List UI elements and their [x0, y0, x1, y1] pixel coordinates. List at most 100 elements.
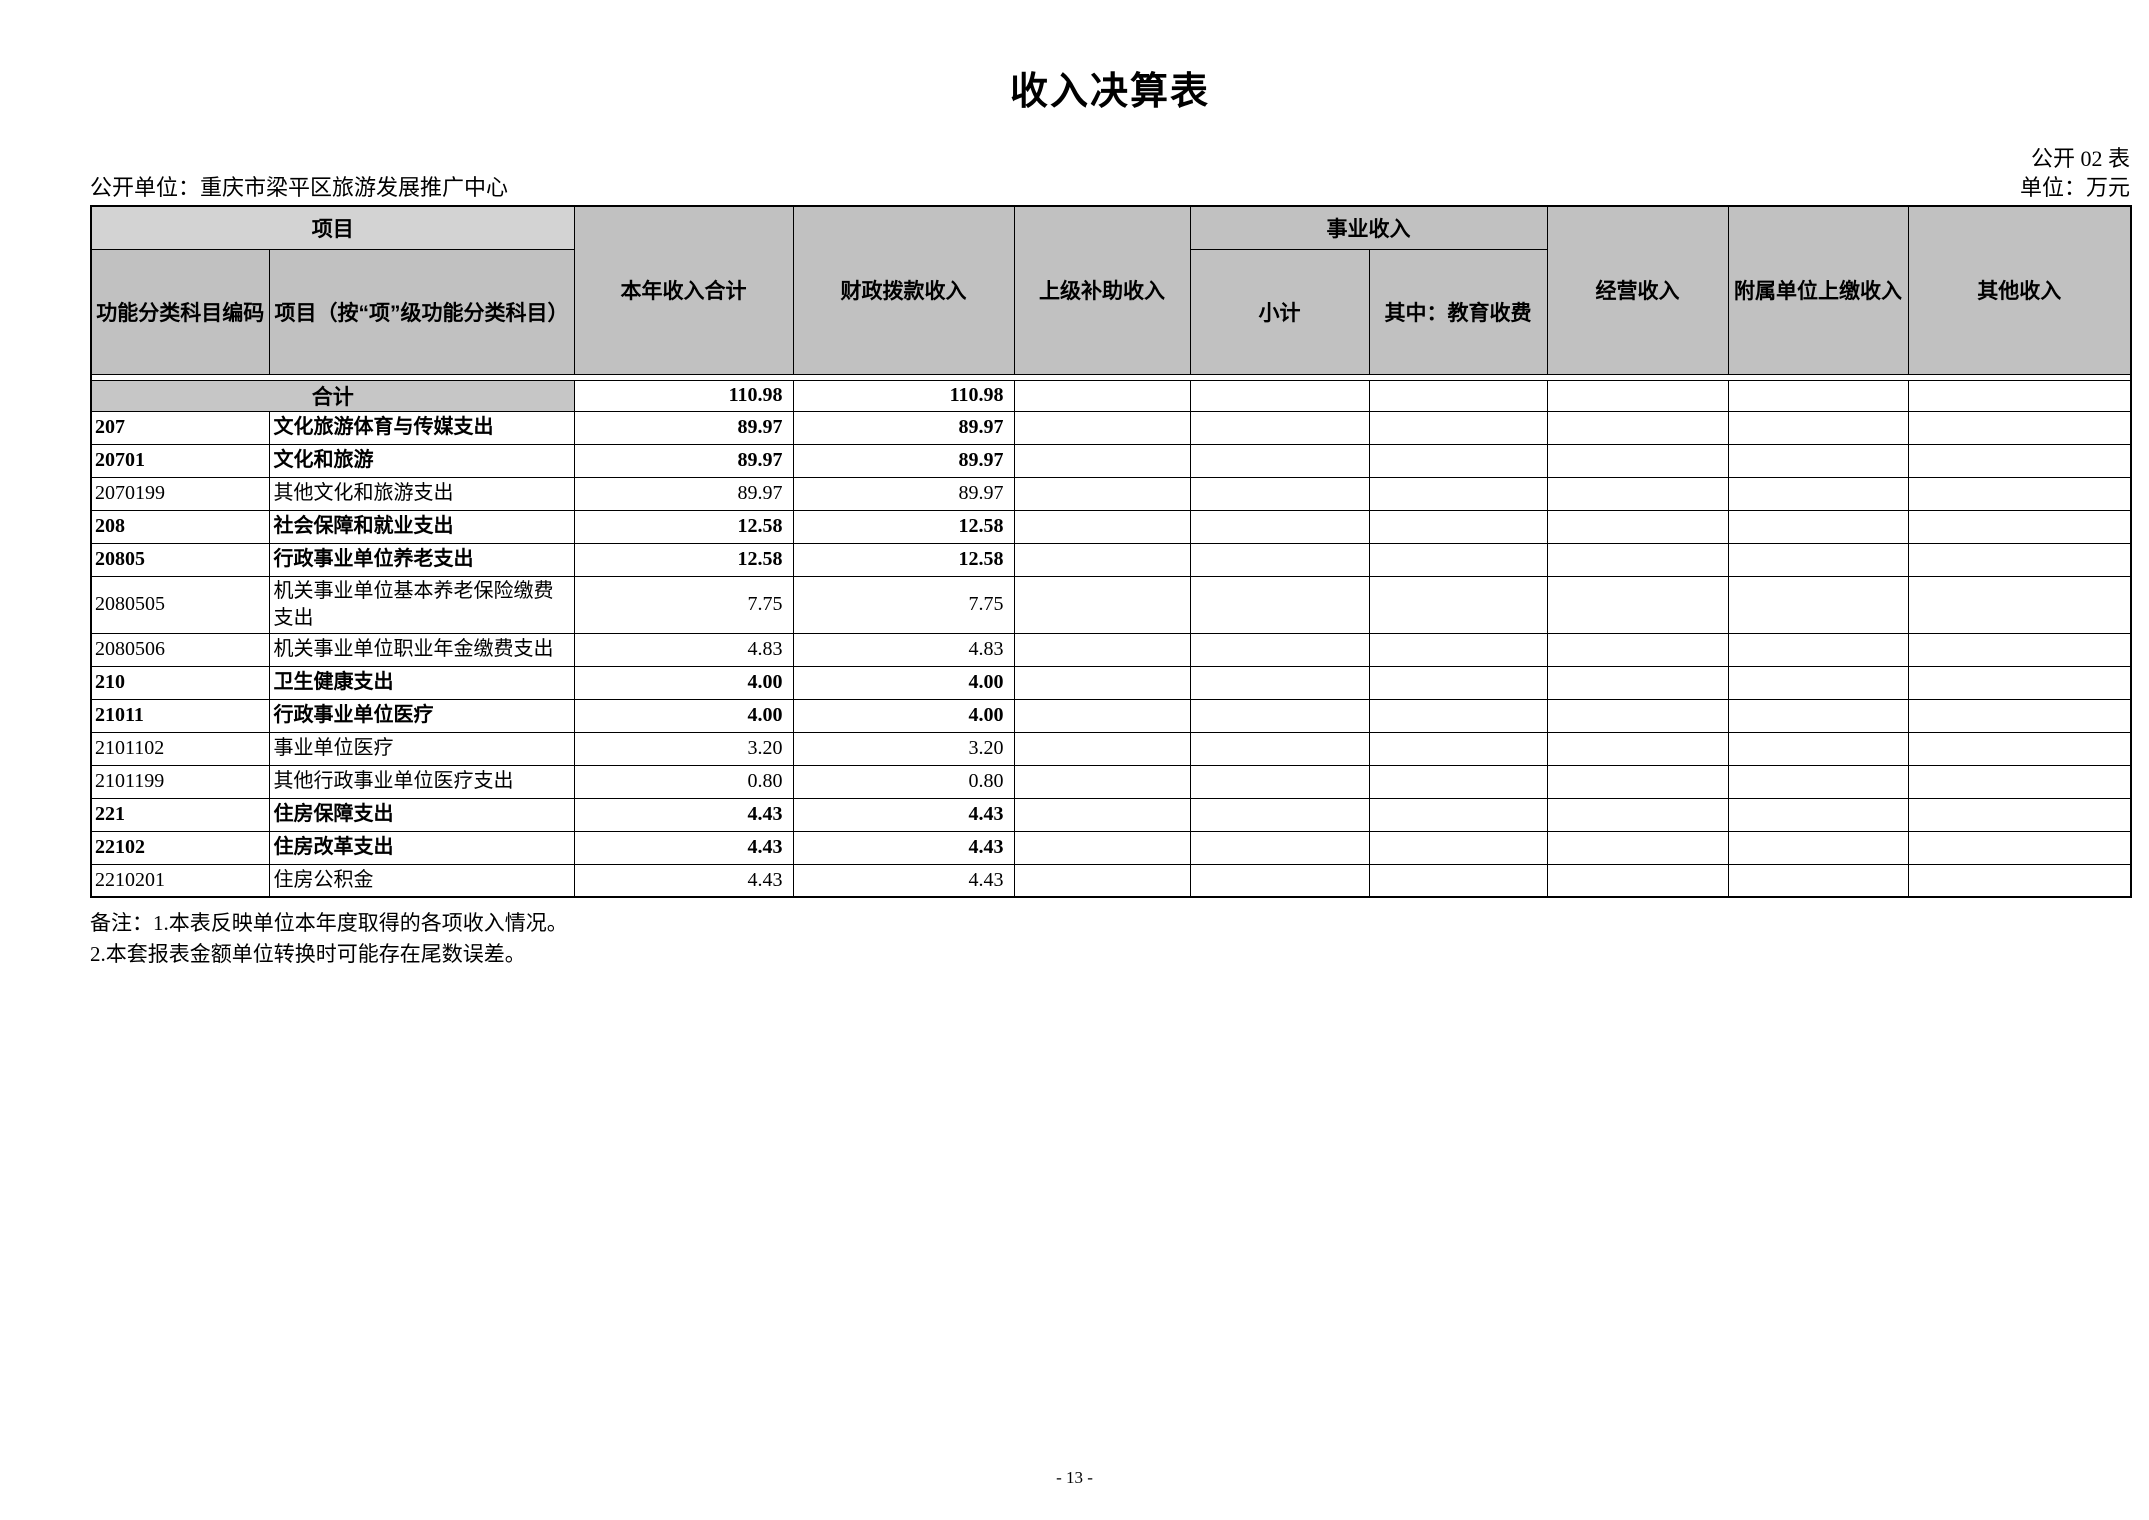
row-name: 机关事业单位基本养老保险缴费支出: [268, 575, 575, 634]
table-row: 20701 文化和旅游 89.97 89.97: [90, 443, 2132, 478]
row-value-year-total: 12.58: [573, 509, 794, 544]
row-code: 2101199: [90, 764, 270, 799]
row-name: 事业单位医疗: [268, 731, 575, 766]
header-business-group: 事业收入: [1189, 205, 1548, 250]
row-value-operating: [1546, 476, 1729, 511]
row-value-fiscal: 4.43: [792, 830, 1015, 865]
row-value-operating: [1546, 665, 1729, 700]
row-value-subtotal: [1189, 509, 1370, 544]
row-value-fiscal: 89.97: [792, 476, 1015, 511]
row-value-affiliated: [1727, 410, 1909, 445]
sheet-label: 公开 02 表: [2030, 146, 2130, 171]
meta-line: 公开单位：重庆市梁平区旅游发展推广中心 单位：万元: [90, 170, 2130, 202]
org-label: 公开单位：重庆市梁平区旅游发展推广中心: [90, 175, 509, 200]
page-title: 收入决算表: [1009, 71, 1210, 113]
total-value: [1907, 379, 2132, 412]
row-name: 其他行政事业单位医疗支出: [268, 764, 575, 799]
row-code: 2101102: [90, 731, 270, 766]
row-value-fiscal: 89.97: [792, 443, 1015, 478]
row-value-year-total: 7.75: [573, 575, 794, 634]
row-value-fiscal: 4.43: [792, 797, 1015, 832]
row-value-education: [1368, 698, 1548, 733]
row-value-subtotal: [1189, 698, 1370, 733]
row-code: 2080505: [90, 575, 270, 634]
row-value-subtotal: [1189, 476, 1370, 511]
row-value-education: [1368, 509, 1548, 544]
row-value-other: [1907, 665, 2132, 700]
row-value-affiliated: [1727, 665, 1909, 700]
row-value-fiscal: 12.58: [792, 542, 1015, 577]
row-value-affiliated: [1727, 731, 1909, 766]
row-value-year-total: 4.00: [573, 698, 794, 733]
row-value-superior: [1013, 632, 1191, 667]
row-value-affiliated: [1727, 632, 1909, 667]
row-value-education: [1368, 476, 1548, 511]
total-value: [1727, 379, 1909, 412]
row-code: 221: [90, 797, 270, 832]
header-project: 项目（按“项”级功能分类科目）: [268, 248, 575, 375]
row-value-fiscal: 4.83: [792, 632, 1015, 667]
total-value: [1368, 379, 1548, 412]
row-value-education: [1368, 632, 1548, 667]
row-value-year-total: 4.43: [573, 863, 794, 898]
row-code: 207: [90, 410, 270, 445]
row-name: 住房公积金: [268, 863, 575, 898]
row-value-superior: [1013, 698, 1191, 733]
row-code: 20701: [90, 443, 270, 478]
row-value-other: [1907, 443, 2132, 478]
row-value-operating: [1546, 575, 1729, 634]
row-value-year-total: 12.58: [573, 542, 794, 577]
row-value-affiliated: [1727, 542, 1909, 577]
table-row: 2210201 住房公积金 4.43 4.43: [90, 863, 2132, 898]
row-value-other: [1907, 863, 2132, 898]
row-value-subtotal: [1189, 863, 1370, 898]
row-value-subtotal: [1189, 542, 1370, 577]
table-row: 2080505 机关事业单位基本养老保险缴费支出 7.75 7.75: [90, 575, 2132, 634]
header-code: 功能分类科目编码: [90, 248, 270, 375]
row-value-year-total: 4.43: [573, 797, 794, 832]
row-value-fiscal: 3.20: [792, 731, 1015, 766]
row-value-other: [1907, 509, 2132, 544]
row-value-other: [1907, 632, 2132, 667]
row-value-affiliated: [1727, 830, 1909, 865]
row-value-affiliated: [1727, 443, 1909, 478]
row-value-subtotal: [1189, 632, 1370, 667]
total-value: [1189, 379, 1370, 412]
row-value-year-total: 89.97: [573, 410, 794, 445]
table-row: 20805 行政事业单位养老支出 12.58 12.58: [90, 542, 2132, 577]
header-row-2: 功能分类科目编码 项目（按“项”级功能分类科目） 小计 其中：教育收费: [90, 248, 2131, 375]
row-value-superior: [1013, 509, 1191, 544]
row-value-year-total: 4.83: [573, 632, 794, 667]
row-value-education: [1368, 764, 1548, 799]
row-value-education: [1368, 542, 1548, 577]
row-value-operating: [1546, 632, 1729, 667]
row-name: 文化旅游体育与传媒支出: [268, 410, 575, 445]
row-value-other: [1907, 542, 2132, 577]
row-code: 21011: [90, 698, 270, 733]
row-name: 机关事业单位职业年金缴费支出: [268, 632, 575, 667]
row-value-affiliated: [1727, 863, 1909, 898]
row-value-education: [1368, 410, 1548, 445]
row-value-affiliated: [1727, 509, 1909, 544]
header-row-1: 项目 本年收入合计 财政拨款收入 上级补助收入 事业收入 经营收入 附属单位上缴…: [90, 205, 2132, 375]
row-value-fiscal: 4.43: [792, 863, 1015, 898]
table-head-section: 项目 本年收入合计 财政拨款收入 上级补助收入 事业收入 经营收入 附属单位上缴…: [90, 205, 2132, 412]
table-row: 210 卫生健康支出 4.00 4.00: [90, 665, 2132, 700]
row-value-superior: [1013, 665, 1191, 700]
row-value-education: [1368, 443, 1548, 478]
row-value-other: [1907, 698, 2132, 733]
row-value-superior: [1013, 863, 1191, 898]
row-value-other: [1907, 410, 2132, 445]
row-code: 210: [90, 665, 270, 700]
table-body: 207 文化旅游体育与传媒支出 89.97 89.97 20701 文化和旅游 …: [90, 410, 2132, 898]
header-subtotal: 小计: [1189, 248, 1370, 375]
total-value: [1013, 379, 1191, 412]
note-line-1: 备注：1.本表反映单位本年度取得的各项收入情况。: [90, 911, 568, 935]
header-project-group: 项目: [90, 205, 575, 250]
row-value-affiliated: [1727, 476, 1909, 511]
total-label: 合计: [90, 379, 575, 412]
table-row: 22102 住房改革支出 4.43 4.43: [90, 830, 2132, 865]
row-value-operating: [1546, 542, 1729, 577]
row-name: 文化和旅游: [268, 443, 575, 478]
header-fiscal: 财政拨款收入: [792, 205, 1015, 375]
